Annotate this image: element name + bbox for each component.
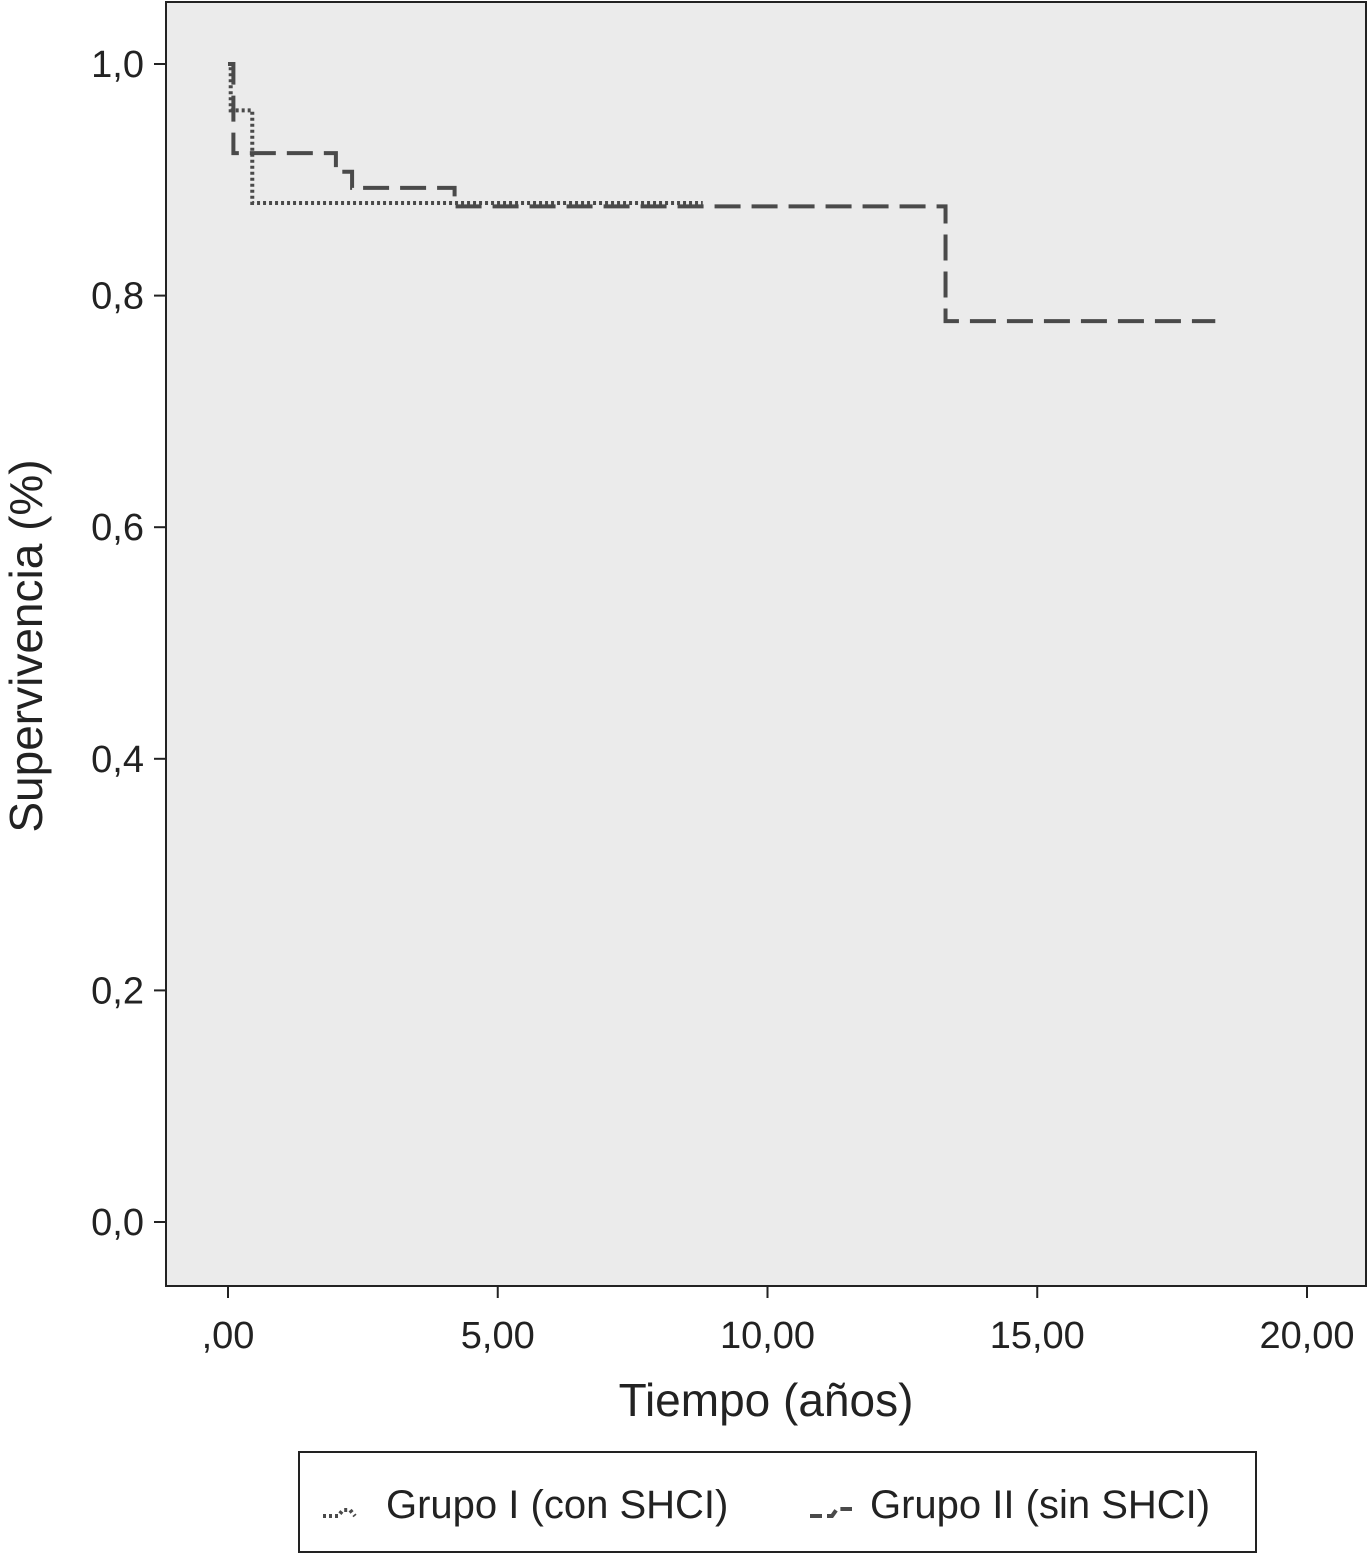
x-axis-title: Tiempo (años) (619, 1374, 914, 1426)
series-line-grupo-ii (228, 62, 1216, 324)
x-axis: ,00 5,00 10,00 15,00 20,00 (202, 1286, 1355, 1357)
y-tick-label: 0,8 (91, 276, 144, 318)
y-tick-label: 0,6 (91, 507, 144, 549)
x-tick-label: 10,00 (720, 1315, 815, 1357)
legend-swatch-grupo-i (323, 1508, 357, 1518)
plot-area (165, 1, 1367, 1287)
legend-swatch-grupo-ii (810, 1507, 852, 1518)
legend-label-grupo-ii: Grupo II (sin SHCI) (870, 1483, 1210, 1527)
series-layer (228, 62, 1216, 324)
x-tick-label: 20,00 (1259, 1315, 1354, 1357)
y-axis: 0,0 0,2 0,4 0,6 0,8 1,0 (91, 44, 166, 1244)
y-tick-label: 1,0 (91, 44, 144, 86)
legend: Grupo I (con SHCI) Grupo II (sin SHCI) (298, 1451, 1257, 1553)
legend-label-grupo-i: Grupo I (con SHCI) (386, 1483, 728, 1527)
x-tick-label: 5,00 (461, 1315, 535, 1357)
x-tick-label: 15,00 (990, 1315, 1085, 1357)
x-tick-label: ,00 (202, 1315, 255, 1357)
legend-box (298, 1451, 1257, 1553)
y-tick-label: 0,4 (91, 739, 144, 781)
y-axis-title: Supervivencia (%) (0, 459, 52, 832)
y-tick-label: 0,2 (91, 970, 144, 1012)
y-tick-label: 0,0 (91, 1202, 144, 1244)
